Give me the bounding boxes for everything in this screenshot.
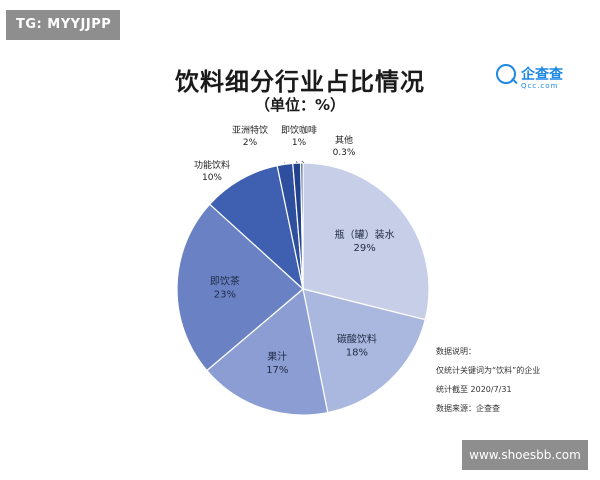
leader-line <box>301 160 305 164</box>
pie-slice <box>302 288 426 414</box>
notes-date: 统计截至 2020/7/31 <box>436 385 512 394</box>
chart-subtitle: （单位：%） <box>254 96 346 114</box>
notes-source: 数据来源：企查查 <box>436 404 500 413</box>
slice-percent: 29% <box>353 243 375 254</box>
logo-domain: Qcc.com <box>521 82 559 90</box>
chart-title: 饮料细分行业占比情况 <box>175 68 425 96</box>
slice-label: 功能饮料 <box>194 159 230 171</box>
qcc-logo: 企查查 Qcc.com <box>496 64 572 92</box>
pie-slice <box>206 287 329 416</box>
slice-percent: 18% <box>346 348 368 359</box>
watermark-top: TG: MYYJJPP <box>6 10 120 40</box>
slice-percent: 0.3% <box>333 148 356 158</box>
pie-slice <box>176 203 304 372</box>
pie-slice <box>208 164 304 291</box>
slice-percent: 17% <box>266 365 288 376</box>
slice-percent: 10% <box>202 173 222 183</box>
slice-label: 亚洲特饮 <box>232 124 268 136</box>
pie-slice <box>300 162 304 290</box>
slice-label: 即饮咖啡 <box>281 124 317 136</box>
watermark-bottom: www.shoesbb.com <box>462 440 588 470</box>
notes-scope: 仅统计关键词为“饮料”的企业 <box>436 366 541 375</box>
slice-label: 即饮茶 <box>210 275 240 288</box>
logo-name: 企查查 <box>521 67 563 83</box>
slice-percent: 23% <box>214 290 236 301</box>
slice-label: 果汁 <box>267 350 287 363</box>
slice-label: 瓶（罐）装水 <box>335 228 395 241</box>
slice-label: 其他 <box>335 134 353 146</box>
magnifier-icon <box>496 64 516 84</box>
notes-heading: 数据说明： <box>436 347 476 356</box>
pie-slice <box>302 162 430 321</box>
slice-percent: 1% <box>292 138 307 148</box>
slice-label: 碳酸饮料 <box>337 333 377 346</box>
slice-percent: 2% <box>243 138 258 148</box>
data-notes: 数据说明： 仅统计关键词为“饮料”的企业 统计截至 2020/7/31 数据来源… <box>436 342 596 418</box>
